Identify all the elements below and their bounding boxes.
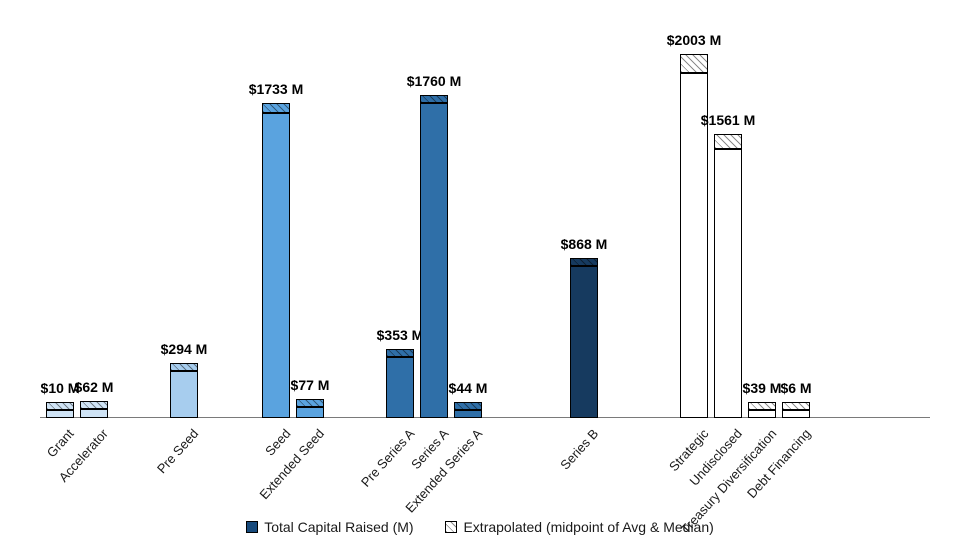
bar-value-label: $39 M: [743, 380, 782, 396]
legend-label-extrapolated: Extrapolated (midpoint of Avg & Median): [463, 519, 713, 535]
bar-extrapolated: [570, 258, 598, 266]
bar-value-label: $2003 M: [667, 32, 721, 48]
bar-value-label: $44 M: [449, 380, 488, 396]
bar-extrapolated: [386, 349, 414, 357]
bar-solid: [420, 103, 448, 418]
bar-extrapolated: [782, 402, 810, 410]
bar-solid: [570, 266, 598, 418]
legend-swatch-hatch: [445, 521, 457, 533]
bar-value-label: $62 M: [75, 379, 114, 395]
legend-item-total: Total Capital Raised (M): [246, 519, 413, 535]
bar-extrapolated: [680, 54, 708, 73]
category-label: Series B: [557, 426, 601, 473]
bar-solid: [296, 407, 324, 418]
bar-extrapolated: [420, 95, 448, 103]
bar-solid: [386, 357, 414, 418]
bar-extrapolated: [170, 363, 198, 371]
bar-solid: [782, 410, 810, 418]
legend-label-total: Total Capital Raised (M): [264, 519, 413, 535]
bar-value-label: $353 M: [377, 327, 424, 343]
bar-solid: [748, 410, 776, 418]
legend: Total Capital Raised (M) Extrapolated (m…: [0, 519, 960, 535]
bar-extrapolated: [748, 402, 776, 410]
category-label: Seed: [262, 426, 293, 459]
bar-solid: [714, 149, 742, 418]
bar-solid: [46, 410, 74, 418]
legend-item-extrapolated: Extrapolated (midpoint of Avg & Median): [445, 519, 713, 535]
funding-bar-chart: $10 MGrant$62 MAccelerator$294 MPre Seed…: [40, 18, 930, 418]
bar-value-label: $77 M: [291, 377, 330, 393]
bar-solid: [170, 371, 198, 418]
bar-value-label: $294 M: [161, 341, 208, 357]
bar-extrapolated: [296, 399, 324, 407]
bar-value-label: $6 M: [780, 380, 811, 396]
bar-value-label: $1561 M: [701, 112, 755, 128]
category-label: Pre Seed: [154, 426, 201, 476]
bar-extrapolated: [80, 401, 108, 409]
bar-extrapolated: [262, 103, 290, 113]
bar-value-label: $868 M: [561, 236, 608, 252]
bar-solid: [80, 409, 108, 418]
category-label: Pre Series A: [358, 426, 418, 490]
bar-value-label: $1760 M: [407, 73, 461, 89]
bar-extrapolated: [46, 402, 74, 410]
legend-swatch-solid: [246, 521, 258, 533]
plot-area: $10 MGrant$62 MAccelerator$294 MPre Seed…: [40, 18, 930, 418]
bar-solid: [454, 410, 482, 418]
bar-solid: [262, 113, 290, 418]
bar-extrapolated: [454, 402, 482, 410]
bar-extrapolated: [714, 134, 742, 149]
bar-value-label: $1733 M: [249, 81, 303, 97]
